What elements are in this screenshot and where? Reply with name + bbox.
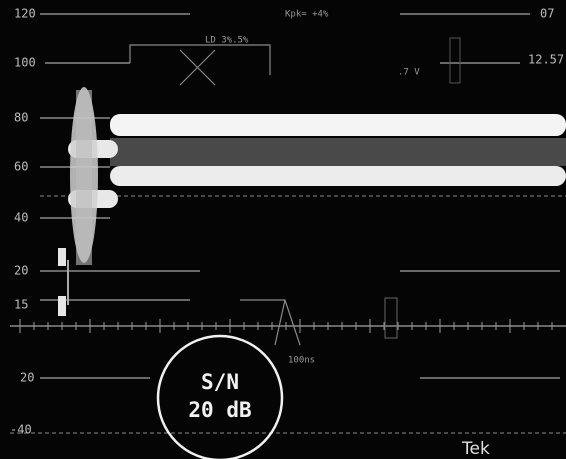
- time-label: 100ns: [288, 356, 315, 366]
- voltage-label: .7 V: [398, 68, 420, 78]
- trace-band: [110, 138, 566, 166]
- trace-top: [110, 114, 566, 136]
- graticule-label: 20: [20, 371, 34, 385]
- graticule-label: 120: [14, 7, 36, 21]
- sync-tip: [58, 248, 66, 266]
- sync-pulse: [76, 90, 92, 265]
- brand-logo: Tek: [461, 439, 490, 459]
- graticule-label: 40: [14, 211, 28, 225]
- graticule-label: -40: [10, 423, 32, 437]
- marker-label: LD 3%.5%: [205, 36, 249, 46]
- graticule-label: 15: [14, 298, 28, 312]
- top-right-readout: 07: [540, 7, 554, 21]
- right-readout: 12.57: [528, 53, 564, 67]
- waveform-screen: 120 100 80 60 40 20 15 20 -40 Kpk= +4% 0…: [0, 0, 566, 459]
- graticule-label: 100: [14, 56, 36, 70]
- graticule-label: 20: [14, 264, 28, 278]
- graticule-label: 80: [14, 111, 28, 125]
- graticule-label: 60: [14, 160, 28, 174]
- header-readout: Kpk= +4%: [285, 10, 329, 20]
- annotation-line: 20 dB: [188, 398, 251, 422]
- annotation-line: S/N: [201, 370, 239, 394]
- sync-tip: [58, 296, 66, 316]
- trace-bottom: [110, 166, 566, 186]
